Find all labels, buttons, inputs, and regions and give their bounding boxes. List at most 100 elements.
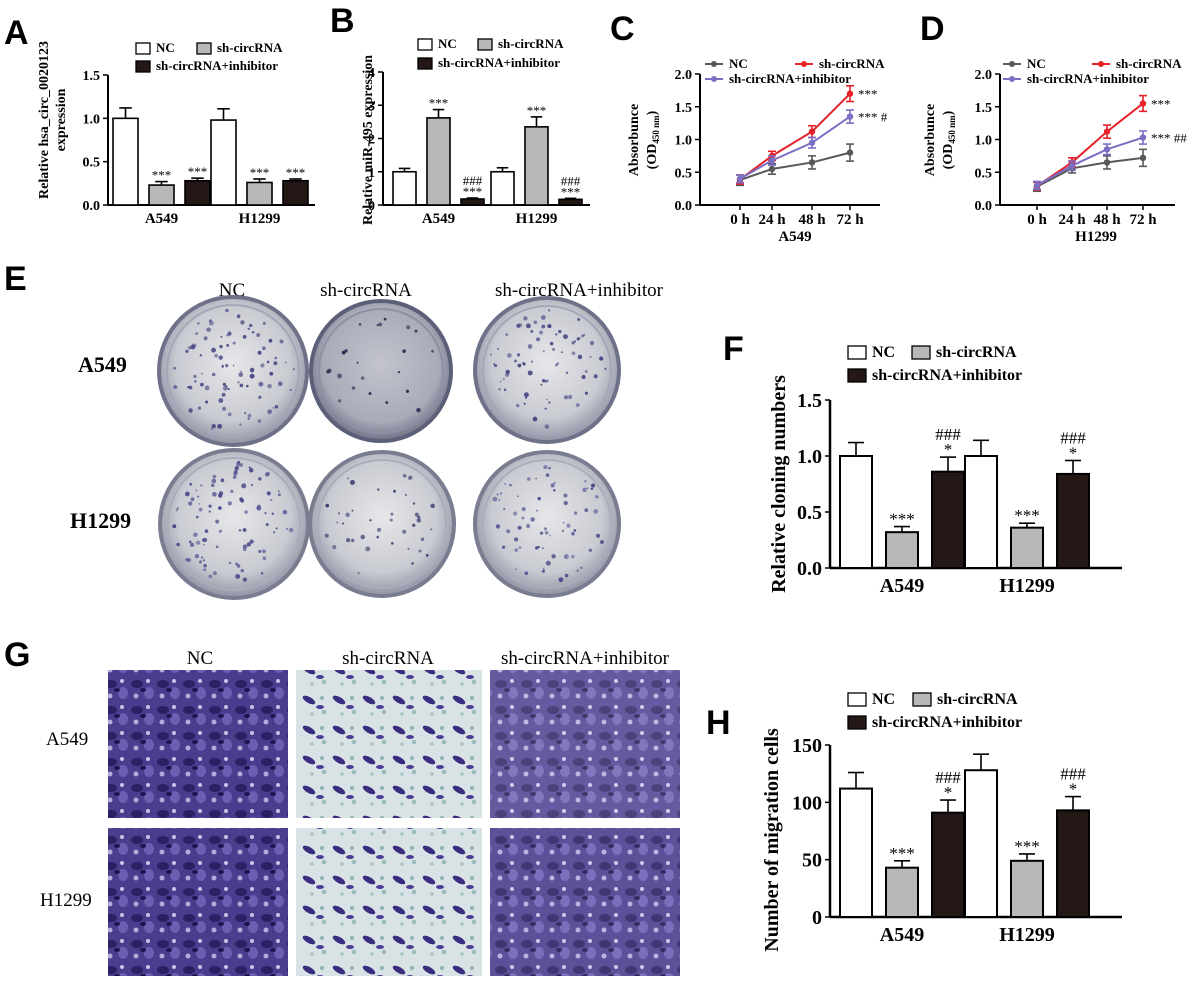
colony-dot (193, 374, 197, 378)
colony-dot (218, 506, 222, 510)
colony-dot (571, 531, 575, 536)
colony-dot (292, 368, 295, 370)
colony-dot (351, 386, 356, 390)
colony-dot (500, 492, 503, 495)
colony-dot (496, 493, 499, 496)
x-category-label: A549 (880, 575, 924, 597)
colony-dot (581, 374, 586, 380)
panel-label-b: B (330, 2, 355, 40)
colony-dot (245, 384, 249, 388)
bar-sh-h1299 (524, 126, 549, 206)
bar-nc-a549 (112, 117, 139, 206)
legend-label-nc: NC (729, 56, 748, 71)
colony-dot (425, 553, 429, 557)
legend-label-sh: sh-circRNA (936, 344, 1017, 361)
colony-dot (208, 504, 212, 508)
colony-dot (571, 554, 575, 559)
chart-panel-f: 0.0 0.5 1.0 1.5 Relative cloning numbers *** #… (768, 344, 1122, 597)
colony-dot (505, 372, 510, 377)
y-tick-label: 1.5 (797, 390, 822, 412)
colony-dot (234, 470, 238, 474)
colony-dot (232, 475, 237, 479)
series-line-nc (1036, 156, 1144, 188)
bar-sh-h1299 (1010, 859, 1044, 919)
colony-dot (240, 320, 245, 325)
colony-dot (547, 309, 551, 312)
micrograph-a549-sh (296, 670, 482, 818)
colony-dot (588, 548, 592, 552)
colony-dot (513, 511, 518, 516)
colony-dot (397, 371, 401, 374)
y-tick-label: 50 (802, 850, 822, 872)
colony-dot (541, 569, 546, 573)
bar-sh-a549 (885, 866, 919, 919)
colony-dot (228, 332, 232, 336)
colony-dot (389, 518, 393, 522)
colony-dot (269, 371, 274, 376)
colony-dot (589, 355, 592, 359)
colony-dot (523, 392, 529, 398)
colony-dot (535, 546, 539, 550)
colony-dot (376, 535, 380, 539)
colony-dot (577, 354, 583, 360)
colony-dot (405, 389, 410, 393)
colony-dot (220, 478, 225, 483)
colony-dot (187, 346, 192, 350)
significance-label: * (944, 783, 953, 802)
colony-dot (190, 542, 195, 547)
colony-dot (584, 508, 589, 513)
colony-dot (356, 361, 359, 364)
dish-a549-nc (157, 295, 309, 447)
colony-dot (552, 347, 556, 351)
colony-dot (551, 554, 556, 559)
y-axis-label: Relative miR-495 expression (361, 55, 376, 225)
legend-label-sh: sh-circRNA (498, 36, 564, 51)
colony-dot (584, 480, 587, 483)
y-tick-label: 2.0 (675, 68, 693, 83)
colony-dot (226, 334, 229, 337)
dish-a549-sh (309, 299, 453, 443)
colony-dot (431, 349, 434, 353)
colony-dot (188, 408, 193, 413)
legend-marker-inh (1009, 76, 1015, 82)
bar-sh-a549 (148, 184, 175, 206)
panel-label-a: A (4, 14, 29, 52)
colony-dot (498, 498, 501, 502)
colony-dot (385, 401, 389, 405)
col-header-inh: sh-circRNA+inhibitor (495, 280, 664, 301)
colony-dot (188, 385, 193, 390)
colony-dot (258, 549, 262, 553)
colony-dot (208, 574, 213, 579)
colony-dot (548, 466, 551, 470)
colony-dot (571, 341, 575, 345)
colony-dot (262, 321, 266, 325)
colony-dot (205, 400, 209, 404)
y-tick-label: 4 (368, 66, 375, 81)
colony-dot (514, 537, 519, 542)
data-point-inh (1103, 146, 1111, 153)
colony-dot (563, 500, 568, 506)
legend-swatch-sh (477, 38, 493, 51)
colony-dot (274, 356, 278, 360)
colony-dot (506, 529, 511, 534)
colony-dot (498, 388, 501, 391)
colony-dot (547, 324, 552, 329)
colony-dot (417, 515, 421, 519)
data-point-inh (1033, 182, 1041, 189)
colony-dot (411, 562, 415, 565)
colony-dot (185, 349, 189, 353)
legend-label-nc: NC (438, 36, 457, 51)
legend-swatch-nc (417, 38, 433, 51)
legend-label-sh: sh-circRNA (1116, 56, 1182, 71)
colony-dot (555, 363, 558, 367)
colony-dot (573, 340, 576, 343)
colony-dot (568, 394, 573, 400)
x-axis-label: H1299 (1075, 229, 1117, 245)
colony-dot (577, 318, 581, 322)
legend-label-sh: sh-circRNA (217, 40, 283, 55)
colony-dot (289, 388, 292, 392)
colony-dot (249, 539, 254, 544)
colony-dot (524, 571, 529, 576)
colony-dot (556, 362, 560, 365)
significance-label: *** (1014, 506, 1040, 525)
